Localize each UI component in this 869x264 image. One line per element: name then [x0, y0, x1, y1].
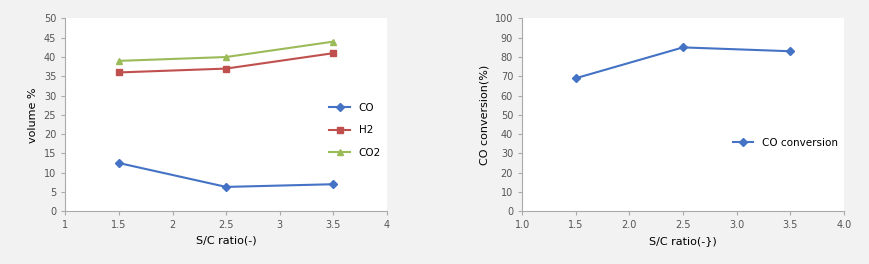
- H2: [328, 51, 338, 55]
- Line: CO: CO: [116, 160, 335, 190]
- CO: [114, 161, 124, 165]
- Legend: CO conversion: CO conversion: [727, 134, 841, 152]
- CO: [221, 185, 231, 188]
- Y-axis label: CO conversion(%): CO conversion(%): [479, 65, 488, 165]
- X-axis label: S/C ratio(-): S/C ratio(-): [196, 236, 256, 246]
- CO conversion: [570, 77, 580, 80]
- CO conversion: [784, 50, 794, 53]
- Line: CO conversion: CO conversion: [573, 45, 793, 81]
- CO2: [221, 55, 231, 59]
- CO conversion: [677, 46, 687, 49]
- Line: CO2: CO2: [116, 39, 335, 64]
- X-axis label: S/C ratio(-}): S/C ratio(-}): [648, 236, 716, 246]
- CO2: [114, 59, 124, 63]
- Legend: CO, H2, CO2: CO, H2, CO2: [325, 98, 385, 162]
- H2: [114, 71, 124, 74]
- Y-axis label: volume %: volume %: [28, 87, 38, 143]
- CO: [328, 183, 338, 186]
- CO2: [328, 40, 338, 43]
- H2: [221, 67, 231, 70]
- Line: H2: H2: [116, 50, 335, 75]
